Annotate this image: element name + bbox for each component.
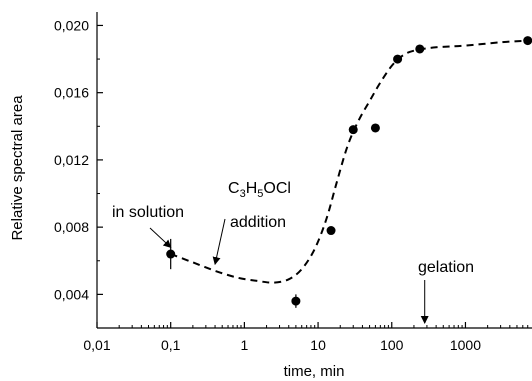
data-point: [393, 54, 403, 64]
annotation-addition: addition: [230, 214, 286, 231]
fit-curve: [170, 39, 528, 284]
x-tick-label: 0,01: [83, 337, 110, 353]
annotation-in-solution: in solution: [112, 204, 184, 221]
y-tick-label: 0,004: [54, 286, 89, 302]
x-tick-label: 1: [240, 337, 248, 353]
y-ticks: 0,004 0,008 0,012 0,016 0,020: [54, 17, 103, 302]
axes: [96, 12, 532, 329]
y-axis-title: Relative spectral area: [9, 95, 26, 241]
annotation-gelation: gelation: [418, 259, 474, 276]
y-tick-label: 0,016: [54, 85, 89, 101]
x-tick-label: 1000: [450, 337, 481, 353]
data-point: [523, 36, 532, 46]
data-point: [370, 123, 380, 133]
annotation-arrow-addition: [212, 218, 226, 266]
x-axis-title: time, min: [284, 363, 345, 380]
data-points: [166, 36, 532, 308]
data-point: [415, 44, 425, 54]
x-tick-label: 10: [310, 337, 326, 353]
data-point: [326, 226, 336, 236]
x-tick-label: 0,1: [161, 337, 181, 353]
annotation-arrow-in-solution: [149, 227, 172, 249]
x-tick-label: 100: [380, 337, 404, 353]
y-tick-label: 0,020: [54, 17, 89, 33]
y-tick-label: 0,012: [54, 152, 89, 168]
y-tick-label: 0,008: [54, 219, 89, 235]
data-point: [291, 296, 301, 306]
annotation-formula: C3H5OCl: [228, 180, 291, 200]
x-ticks: 0,01 0,1 1 10 100 1000: [83, 322, 529, 353]
annotations: in solution C3H5OCl addition gelation: [112, 180, 474, 324]
data-point: [348, 125, 358, 135]
data-point: [166, 249, 176, 259]
